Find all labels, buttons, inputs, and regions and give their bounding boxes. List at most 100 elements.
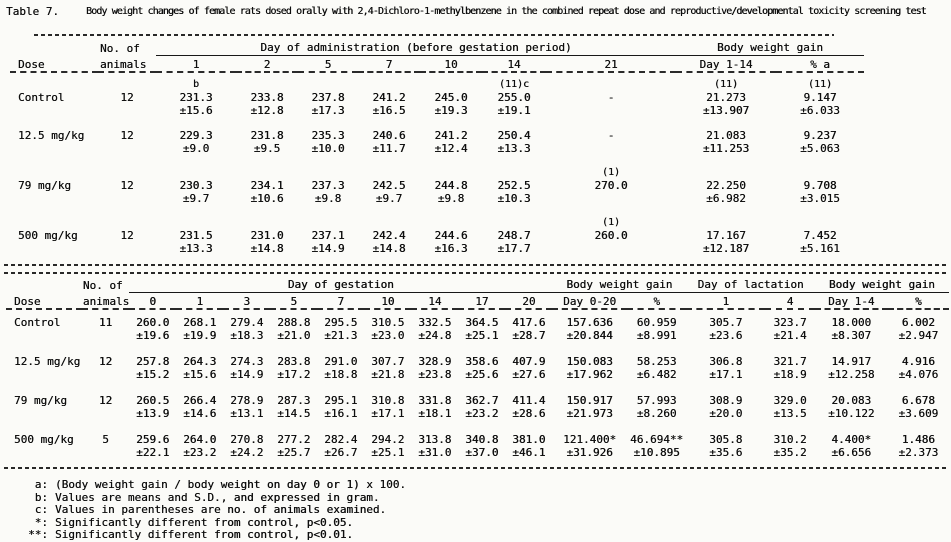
sd-value: ±28.6 [512,407,546,420]
value-cell: 268.1 ±19.9 [176,309,223,349]
value-cell: 407.9 ±27.6 [505,349,552,388]
value-cell: 46.694** ±10.895 [627,427,687,466]
dose-cell: 12.5 mg/kg [14,355,81,368]
mean-value: 22.250 [706,179,746,192]
table-row: 12.5 mg/kg 12 229.3 ±9.0 231.8 ±9.5 235.3 ±10.0… [10,123,864,161]
value-cell: 266.4 ±14.6 [176,388,223,427]
sd-value: ±21.4 [773,329,807,342]
value-cell: 282.4 ±26.7 [317,427,364,466]
mean-value: 60.959 [636,316,677,329]
mean-value: 307.7 [371,355,405,368]
value-cell: 259.6 ±22.1 [129,427,176,466]
mean-value: 240.6 [372,129,406,142]
value-cell: 237.3 ±9.8 [298,161,358,211]
footnote-marker: b: [34,490,48,504]
sd-value: ±31.926 [566,446,613,459]
footnote-text: Significantly different from control, p<… [55,515,354,529]
mean-value: 260.0 [136,316,170,329]
table-row: 500 mg/kg 12 231.5 ±13.3 231.0 ±14.8 237.1 ±14.… [10,211,864,261]
sd-value: ±18.8 [324,368,358,381]
value-cell: 308.9 ±20.0 [686,388,765,427]
value-cell: 60.959 ±8.991 [627,309,687,349]
value-cell: 305.8 ±35.6 [686,427,765,466]
mean-value: 230.3 [179,179,213,192]
value-cell: 231.0 ±14.8 [236,211,298,261]
sd-value: ±19.6 [136,329,170,342]
mean-value: 277.2 [277,433,311,446]
value-cell: 6.678 ±3.609 [888,388,949,427]
mean-value: 283.8 [277,355,311,368]
value-cell: 157.636 ±20.844 [552,309,626,349]
column-header: 21 [546,55,676,73]
mean-value: 121.400* [563,433,617,446]
sd-value: ±2.373 [898,446,939,459]
value-cell: 321.7 ±18.9 [765,349,815,388]
table-gestation-lactation: No. of Day of gestation Body weight gain Da… [6,276,949,466]
mean-value: 234.1 [250,179,284,192]
value-cell: 264.3 ±15.6 [176,349,223,388]
mean-value: 21.273 [706,91,746,104]
mean-value: 1.486 [901,433,935,446]
footnote-text: (Body weight gain / body weight on day 0… [55,478,406,491]
sd-value: ±13.3 [179,242,213,255]
mean-value: 310.5 [371,316,405,329]
sd-value: ±12.8 [250,104,284,117]
value-cell: 295.5 ±21.3 [317,309,364,349]
sd-value: ±25.1 [371,446,405,459]
sd-value: ±14.9 [311,242,345,255]
sd-value: ±9.8 [437,192,465,205]
column-header: 10 [420,55,482,73]
value-cell: 240.6 ±11.7 [358,123,420,161]
footnote-text: Values are means and S.D., and expressed… [55,490,380,504]
sd-value: ±17.1 [709,368,743,381]
sd-value: ±23.8 [418,368,452,381]
sd-value: ±21.973 [566,407,613,420]
sd-value: ±18.9 [773,368,807,381]
footnote-marker: a: [34,478,48,491]
dose-header-spacer [6,276,82,292]
value-cell: 270.8 ±24.2 [223,427,270,466]
dose-cell: 79 mg/kg [14,394,67,407]
mean-value: 328.9 [418,355,452,368]
sd-value: ±23.6 [709,329,743,342]
table-header: No. of Day of gestation Body weight gain Da… [6,276,949,310]
column-header: 2 [236,55,298,73]
note-value: (1) [601,217,621,228]
sd-value: ±17.1 [371,407,405,420]
sd-value: ±31.0 [418,446,452,459]
column-header: 5 [298,55,358,73]
mean-value: 260.5 [136,394,170,407]
value-cell: 283.8 ±17.2 [270,349,317,388]
footnote-text: Significantly different from control, p<… [55,528,354,542]
mean-value: 244.6 [434,229,468,242]
sd-value: ±21.8 [371,368,405,381]
footnote-line: **: Significantly different from control,… [18,529,949,542]
value-cell: 17.167 ±12.187 [676,211,776,261]
value-cell: 411.4 ±28.6 [505,388,552,427]
footnote-line: *: Significantly different from control, … [18,515,949,530]
value-cell: (11) 9.147 ±6.033 [776,72,864,123]
sd-value: ±17.962 [566,368,613,381]
value-cell: 340.8 ±37.0 [458,427,505,466]
mean-value: 364.5 [465,316,499,329]
mean-value: 150.083 [566,355,613,368]
note-value [482,167,546,179]
sd-value: ±15.6 [179,104,213,117]
animals-count-cell: 5 [102,433,109,446]
mean-value: 4.916 [901,355,935,368]
note-value: (11) [713,79,739,90]
note-value [156,167,236,179]
sd-value: ±10.0 [311,142,345,155]
sd-value: ±10.6 [250,192,284,205]
group-header: Body weight gain [552,276,687,293]
mean-value: 157.636 [566,316,613,329]
mean-value: 270.0 [594,179,628,192]
sd-value: ±10.122 [828,407,875,420]
mean-value: 282.4 [324,433,358,446]
value-cell: 233.8 ±12.8 [236,72,298,123]
value-cell: 295.1 ±16.1 [317,388,364,427]
header-row-groups: No. of Day of gestation Body weight gain Da… [6,276,949,293]
column-header: 7 [358,55,420,73]
mean-value: 308.9 [709,394,743,407]
mean-value: 313.8 [418,433,452,446]
